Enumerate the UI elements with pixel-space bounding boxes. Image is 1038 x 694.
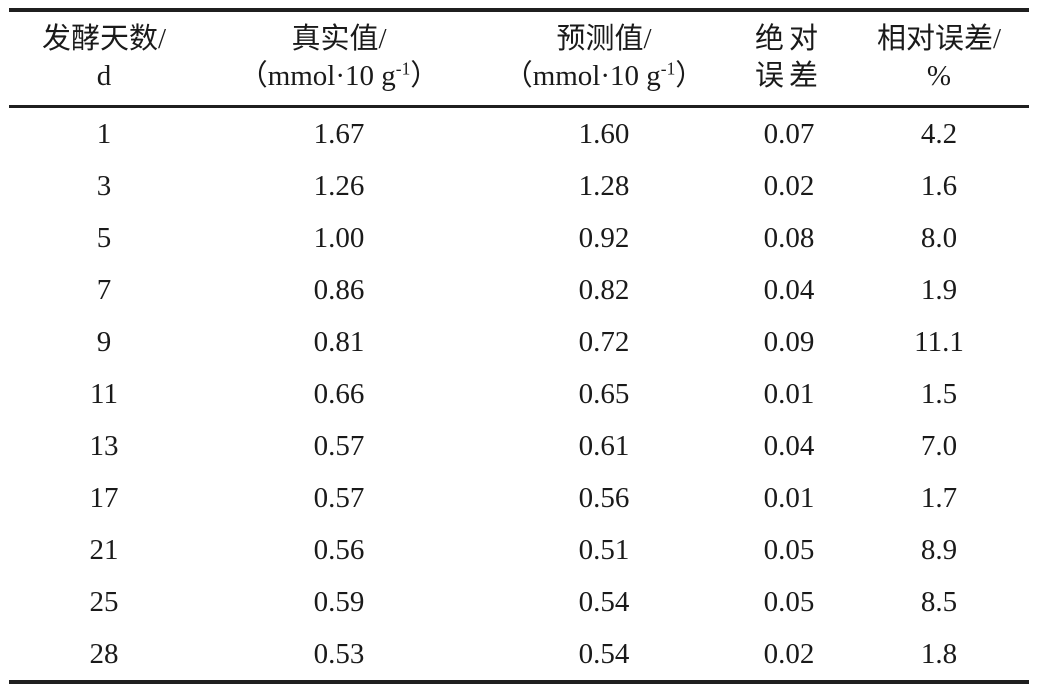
cell-abs-error: 0.05	[763, 586, 815, 618]
cell-abs-error: 0.04	[763, 430, 815, 462]
table-header: 发酵天数/ d 真实值/ （mmol·10 g-1） 预测值/ （mmol·10…	[9, 10, 1029, 107]
header-predicted-unit: （mmol·10 g-1）	[479, 58, 729, 95]
cell-predicted: 1.28	[578, 170, 630, 202]
header-row: 发酵天数/ d 真实值/ （mmol·10 g-1） 预测值/ （mmol·10…	[9, 10, 1029, 107]
cell-rel-error: 1.9	[920, 274, 958, 306]
cell-actual: 0.59	[313, 586, 365, 618]
table-row: 17 0.57 0.56 0.01 1.7	[9, 472, 1029, 524]
unit-prefix: （mmol·10 g	[238, 60, 396, 92]
table-body: 1 1.67 1.60 0.07 4.2 3 1.26 1.28 0.02 1.…	[9, 107, 1029, 683]
cell-predicted: 0.65	[578, 378, 630, 410]
cell-rel-error: 8.0	[920, 222, 958, 254]
cell-day: 13	[89, 430, 119, 462]
cell-abs-error: 0.01	[763, 482, 815, 514]
cell-day: 5	[96, 222, 112, 254]
table-row: 21 0.56 0.51 0.05 8.9	[9, 524, 1029, 576]
cell-day: 11	[90, 378, 118, 410]
header-predicted-value: 预测值/ （mmol·10 g-1）	[479, 10, 729, 107]
cell-abs-error: 0.02	[763, 170, 815, 202]
cell-abs-error: 0.07	[763, 118, 815, 150]
cell-rel-error: 1.8	[920, 638, 958, 670]
cell-abs-error: 0.09	[763, 326, 815, 358]
header-rel-error-unit: %	[926, 60, 952, 92]
cell-actual: 0.57	[313, 430, 365, 462]
table-row: 3 1.26 1.28 0.02 1.6	[9, 160, 1029, 212]
cell-abs-error: 0.01	[763, 378, 815, 410]
header-abs-error-line2: 误差	[754, 60, 823, 92]
cell-rel-error: 1.6	[920, 170, 958, 202]
cell-day: 1	[96, 118, 112, 150]
cell-rel-error: 1.7	[920, 482, 958, 514]
cell-predicted: 0.54	[578, 586, 630, 618]
header-abs-error-line1: 绝对	[754, 23, 823, 55]
cell-actual: 0.66	[313, 378, 365, 410]
cell-day: 7	[96, 274, 112, 306]
header-fermentation-days: 发酵天数/ d	[9, 10, 199, 107]
header-days-label: 发酵天数/	[41, 23, 167, 55]
cell-actual: 0.81	[313, 326, 365, 358]
cell-actual: 1.00	[313, 222, 365, 254]
unit-prefix: （mmol·10 g	[503, 60, 661, 92]
cell-day: 25	[89, 586, 119, 618]
table-row: 7 0.86 0.82 0.04 1.9	[9, 264, 1029, 316]
cell-rel-error: 1.5	[920, 378, 958, 410]
cell-actual: 0.56	[313, 534, 365, 566]
cell-day: 3	[96, 170, 112, 202]
cell-predicted: 0.92	[578, 222, 630, 254]
unit-suffix: ）	[675, 60, 705, 92]
table-row: 25 0.59 0.54 0.05 8.5	[9, 576, 1029, 628]
cell-actual: 1.26	[313, 170, 365, 202]
cell-rel-error: 8.5	[920, 586, 958, 618]
cell-rel-error: 8.9	[920, 534, 958, 566]
cell-actual: 0.86	[313, 274, 365, 306]
cell-abs-error: 0.02	[763, 638, 815, 670]
cell-actual: 0.53	[313, 638, 365, 670]
cell-predicted: 0.56	[578, 482, 630, 514]
cell-predicted: 1.60	[578, 118, 630, 150]
cell-rel-error: 11.1	[914, 326, 964, 358]
unit-suffix: ）	[410, 60, 440, 92]
cell-rel-error: 7.0	[920, 430, 958, 462]
cell-day: 9	[96, 326, 112, 358]
cell-abs-error: 0.05	[763, 534, 815, 566]
header-actual-label: 真实值/	[291, 23, 387, 55]
cell-predicted: 0.61	[578, 430, 630, 462]
header-actual-value: 真实值/ （mmol·10 g-1）	[199, 10, 479, 107]
cell-day: 28	[89, 638, 119, 670]
cell-rel-error: 4.2	[920, 118, 958, 150]
table-row: 1 1.67 1.60 0.07 4.2	[9, 107, 1029, 161]
cell-predicted: 0.54	[578, 638, 630, 670]
cell-abs-error: 0.04	[763, 274, 815, 306]
table-row: 11 0.66 0.65 0.01 1.5	[9, 368, 1029, 420]
table-row: 28 0.53 0.54 0.02 1.8	[9, 628, 1029, 682]
header-predicted-label: 预测值/	[556, 23, 652, 55]
cell-predicted: 0.82	[578, 274, 630, 306]
unit-superscript: -1	[660, 58, 676, 79]
header-days-unit: d	[96, 60, 112, 92]
header-relative-error: 相对误差/ %	[849, 10, 1029, 107]
cell-predicted: 0.72	[578, 326, 630, 358]
error-analysis-table: 发酵天数/ d 真实值/ （mmol·10 g-1） 预测值/ （mmol·10…	[9, 8, 1029, 684]
cell-predicted: 0.51	[578, 534, 630, 566]
table-row: 9 0.81 0.72 0.09 11.1	[9, 316, 1029, 368]
table-row: 5 1.00 0.92 0.08 8.0	[9, 212, 1029, 264]
cell-day: 21	[89, 534, 119, 566]
cell-abs-error: 0.08	[763, 222, 815, 254]
header-rel-error-label: 相对误差/	[876, 23, 1002, 55]
header-absolute-error: 绝对 误差	[729, 10, 849, 107]
table-row: 13 0.57 0.61 0.04 7.0	[9, 420, 1029, 472]
header-actual-unit: （mmol·10 g-1）	[199, 58, 479, 95]
cell-day: 17	[89, 482, 119, 514]
unit-superscript: -1	[395, 58, 411, 79]
cell-actual: 0.57	[313, 482, 365, 514]
cell-actual: 1.67	[313, 118, 365, 150]
